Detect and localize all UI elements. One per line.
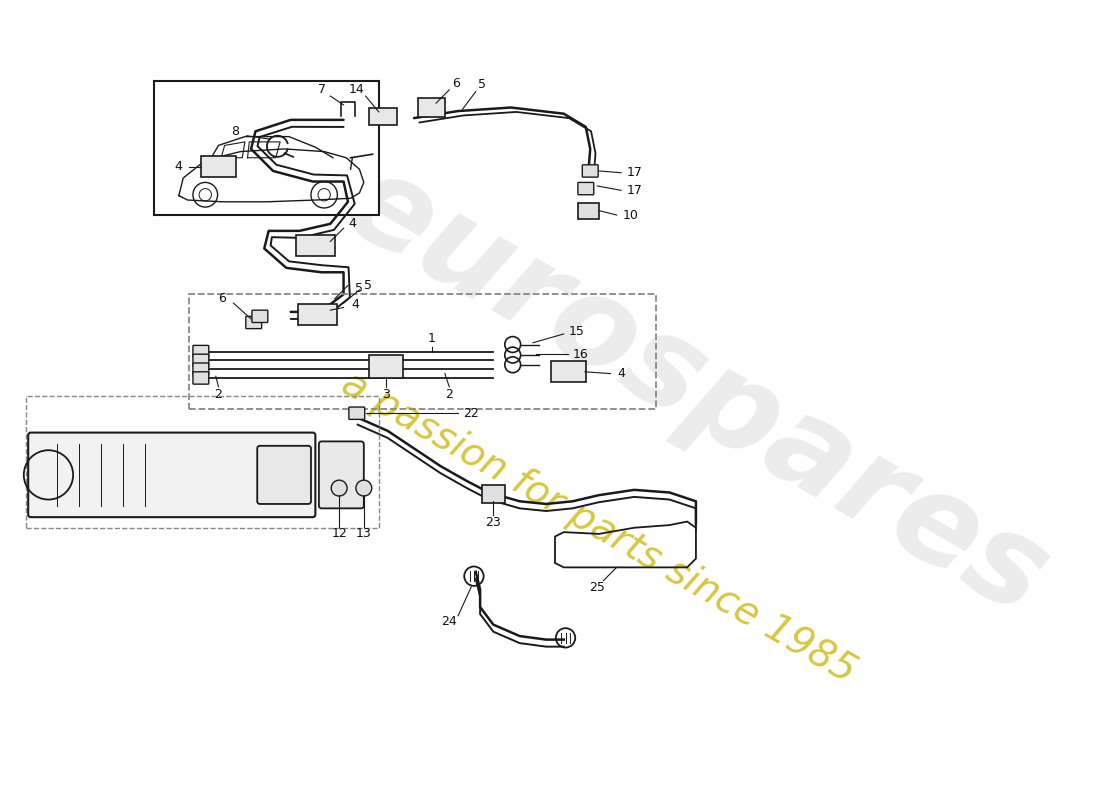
FancyBboxPatch shape — [192, 346, 209, 358]
Circle shape — [331, 480, 348, 496]
Text: 4: 4 — [351, 298, 359, 311]
FancyBboxPatch shape — [201, 156, 236, 177]
Text: 6: 6 — [452, 78, 460, 90]
Bar — [189, 294, 657, 409]
Text: 6: 6 — [218, 292, 226, 305]
Text: 14: 14 — [349, 83, 364, 97]
Text: 5: 5 — [355, 282, 363, 294]
Text: 25: 25 — [590, 581, 605, 594]
FancyBboxPatch shape — [370, 107, 397, 125]
Text: 12: 12 — [331, 527, 346, 540]
Text: 23: 23 — [485, 516, 502, 529]
Text: 8: 8 — [231, 125, 239, 138]
Text: 4: 4 — [174, 160, 182, 173]
FancyBboxPatch shape — [192, 363, 209, 375]
Text: 22: 22 — [463, 406, 480, 420]
Text: a passion for parts since 1985: a passion for parts since 1985 — [336, 365, 862, 691]
Text: 24: 24 — [441, 615, 458, 629]
FancyBboxPatch shape — [482, 486, 505, 503]
Text: 1: 1 — [428, 332, 436, 345]
Text: 2: 2 — [214, 388, 222, 402]
Text: 4: 4 — [617, 367, 625, 380]
FancyBboxPatch shape — [29, 433, 316, 517]
FancyBboxPatch shape — [296, 235, 334, 257]
FancyBboxPatch shape — [418, 98, 444, 118]
Text: 15: 15 — [569, 325, 585, 338]
Text: 13: 13 — [356, 527, 372, 540]
Text: 5: 5 — [477, 78, 486, 91]
FancyBboxPatch shape — [245, 316, 262, 329]
FancyBboxPatch shape — [349, 407, 365, 419]
FancyBboxPatch shape — [252, 310, 267, 322]
FancyBboxPatch shape — [298, 304, 337, 325]
FancyBboxPatch shape — [551, 362, 586, 382]
Text: 2: 2 — [446, 388, 453, 402]
Bar — [154, 81, 378, 215]
Text: 16: 16 — [573, 348, 588, 361]
FancyBboxPatch shape — [578, 182, 594, 194]
FancyBboxPatch shape — [319, 442, 364, 508]
Text: 5: 5 — [364, 279, 372, 292]
Text: 3: 3 — [382, 388, 389, 402]
FancyBboxPatch shape — [578, 202, 600, 218]
Text: 10: 10 — [623, 209, 639, 222]
Text: 17: 17 — [626, 184, 642, 197]
FancyBboxPatch shape — [582, 165, 598, 177]
Bar — [26, 395, 378, 528]
FancyBboxPatch shape — [192, 354, 209, 366]
Text: 17: 17 — [626, 166, 642, 179]
Text: 7: 7 — [318, 83, 326, 97]
Text: 4: 4 — [349, 218, 356, 230]
FancyBboxPatch shape — [370, 355, 403, 378]
FancyBboxPatch shape — [192, 372, 209, 384]
Text: eurospares: eurospares — [323, 142, 1068, 641]
FancyBboxPatch shape — [257, 446, 311, 504]
Circle shape — [356, 480, 372, 496]
